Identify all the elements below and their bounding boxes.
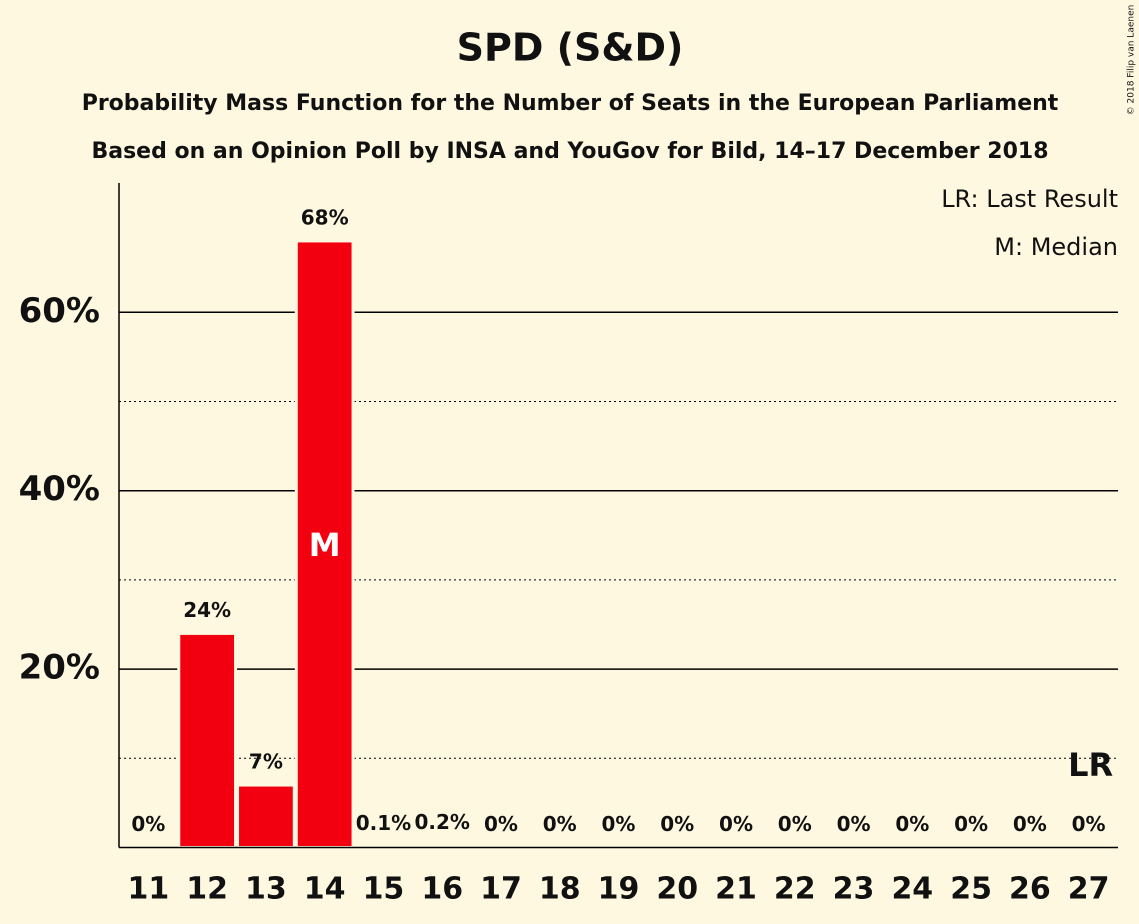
y-tick-label: 20% <box>19 648 100 688</box>
bar <box>236 783 296 849</box>
value-label: 0% <box>778 812 812 836</box>
chart-subtitle: Based on an Opinion Poll by INSA and You… <box>91 139 1048 164</box>
value-label: 68% <box>301 205 349 229</box>
value-label: 24% <box>183 598 231 622</box>
value-label: 0.2% <box>414 810 469 834</box>
legend-note: LR: Last Result <box>941 185 1118 213</box>
x-tick-label: 27 <box>1068 872 1110 907</box>
x-tick-label: 19 <box>598 872 640 907</box>
x-tick-label: 11 <box>128 872 170 907</box>
x-tick-label: 24 <box>891 872 933 907</box>
x-tick-label: 14 <box>304 872 346 907</box>
value-label: 0% <box>719 812 753 836</box>
x-tick-label: 13 <box>245 872 287 907</box>
chart-title: SPD (S&D) <box>457 26 684 70</box>
value-label: 0% <box>954 812 988 836</box>
value-label: 0.1% <box>356 811 411 835</box>
x-tick-label: 12 <box>186 872 228 907</box>
x-tick-label: 22 <box>774 872 816 907</box>
chart-subtitle: Probability Mass Function for the Number… <box>82 91 1059 116</box>
marker-label: M <box>309 526 341 564</box>
value-label: 0% <box>484 812 518 836</box>
copyright: © 2018 Filip van Laenen <box>1127 5 1137 116</box>
x-tick-label: 26 <box>1009 872 1051 907</box>
x-tick-label: 20 <box>656 872 698 907</box>
value-label: 0% <box>543 812 577 836</box>
bar <box>177 631 238 849</box>
x-tick-label: 21 <box>715 872 757 907</box>
value-label: 0% <box>837 812 871 836</box>
x-tick-label: 15 <box>363 872 405 907</box>
value-label: 0% <box>131 812 165 836</box>
value-label: 7% <box>249 750 283 774</box>
x-tick-label: 17 <box>480 872 522 907</box>
legend-note: M: Median <box>994 233 1118 261</box>
value-label: 0% <box>1072 812 1106 836</box>
x-tick-label: 23 <box>833 872 875 907</box>
marker-label: LR <box>1068 746 1113 784</box>
y-tick-label: 60% <box>19 291 100 331</box>
value-label: 0% <box>602 812 636 836</box>
x-tick-label: 16 <box>421 872 463 907</box>
value-label: 0% <box>1013 812 1047 836</box>
y-tick-label: 40% <box>19 469 100 509</box>
value-label: 0% <box>895 812 929 836</box>
x-tick-label: 25 <box>950 872 992 907</box>
value-label: 0% <box>660 812 694 836</box>
x-tick-label: 18 <box>539 872 581 907</box>
